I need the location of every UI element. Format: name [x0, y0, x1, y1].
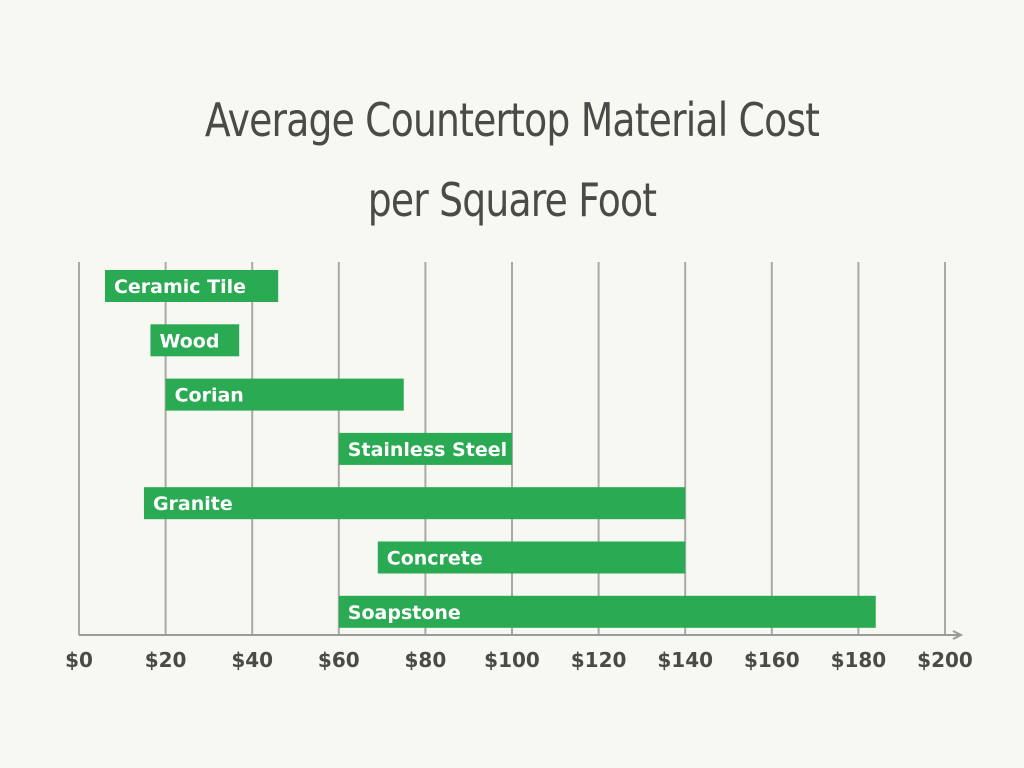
bar-concrete — [377, 541, 686, 574]
bar-granite — [143, 487, 686, 520]
bar-soapstone — [338, 595, 876, 628]
chart-title-line-1: Average Countertop Material Cost — [204, 93, 820, 147]
x-tick-label: $40 — [231, 648, 273, 672]
x-axis — [79, 630, 964, 640]
chart-title: Average Countertop Material Cost per Squ… — [92, 80, 932, 240]
x-tick-label: $80 — [405, 648, 447, 672]
bar-label: Wood — [159, 330, 219, 352]
bar-label: Corian — [175, 385, 244, 407]
chart-title-line-2: per Square Foot — [367, 173, 657, 227]
bars: Ceramic Tile Wood Corian Stainless Steel Gra… — [104, 270, 876, 628]
x-tick-label: $0 — [65, 648, 93, 672]
x-tick-label: $140 — [657, 648, 713, 672]
bar-label: Stainless Steel — [348, 439, 507, 461]
bar-label: Soapstone — [348, 602, 461, 624]
x-tick-labels: $0 $20 $40 $60 $80 $100 $120 $140 $160 $180 $200 — [65, 648, 973, 672]
bar-ceramic-tile — [104, 270, 279, 302]
bar-label: Granite — [153, 493, 233, 515]
bar-stainless-steel — [338, 432, 512, 465]
bar-wood — [150, 324, 240, 357]
bar-label: Ceramic Tile — [114, 276, 246, 298]
x-tick-label: $160 — [744, 648, 800, 672]
x-tick-label: $200 — [917, 648, 973, 672]
x-tick-label: $60 — [318, 648, 360, 672]
x-axis-arrow-icon — [952, 630, 964, 640]
bar-label: Concrete — [387, 548, 483, 570]
bar-corian — [165, 378, 404, 411]
x-tick-label: $180 — [831, 648, 887, 672]
x-tick-label: $100 — [484, 648, 540, 672]
x-tick-label: $20 — [145, 648, 187, 672]
x-tick-label: $120 — [571, 648, 627, 672]
